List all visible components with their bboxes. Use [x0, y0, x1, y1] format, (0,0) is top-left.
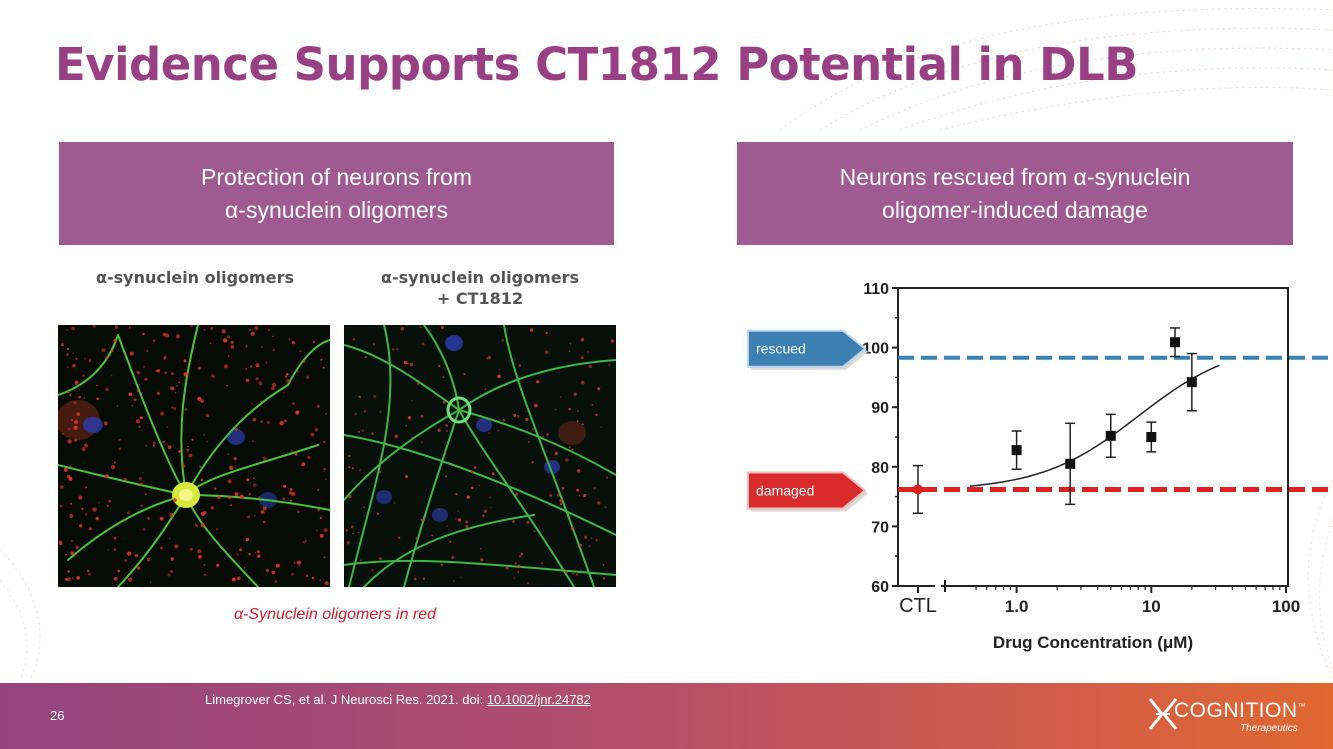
- y-tick-label: 90: [871, 400, 889, 417]
- logo-trademark: ™: [1297, 702, 1306, 711]
- micrograph-oligomers-ct1812: [344, 325, 616, 587]
- y-tick-label: 70: [871, 519, 889, 536]
- logo-subtitle: Therapeutics: [1240, 723, 1298, 734]
- caption-oligomers-ct1812: α-synuclein oligomers + CT1812: [355, 268, 605, 308]
- damaged-callout-arrow: [747, 471, 867, 510]
- footer-bar: [0, 683, 1333, 749]
- x-tick-label: CTL: [899, 595, 937, 617]
- data-point: [1011, 445, 1022, 456]
- left-panel-header-line1: Protection of neurons from: [200, 163, 473, 190]
- left-panel-header: Protection of neurons from α-synuclein o…: [59, 142, 614, 245]
- y-tick-label: 80: [871, 460, 889, 477]
- logo-name-text: COGNITION: [1174, 699, 1298, 722]
- data-point: [1170, 337, 1181, 348]
- cognition-x-mark-icon: [1148, 698, 1178, 730]
- left-panel-header-line2: α-synuclein oligomers: [225, 196, 448, 223]
- right-panel-header-line1: Neurons rescued from α-synuclein: [839, 163, 1191, 190]
- y-tick-label: 110: [863, 281, 889, 298]
- citation-doi-link[interactable]: 10.1002/jnr.24782: [486, 692, 591, 707]
- x-axis-label: Drug Concentration (μM): [993, 633, 1193, 652]
- page-number: 26: [50, 708, 65, 723]
- damaged-callout-label: damaged: [756, 482, 814, 498]
- data-point: [1146, 432, 1157, 442]
- rescued-callout-label: rescued: [756, 341, 806, 357]
- right-panel-header-line2: oligomer-induced damage: [882, 196, 1148, 223]
- slide-title: Evidence Supports CT1812 Potential in DL…: [55, 38, 1139, 91]
- y-tick-label: 60: [871, 579, 889, 596]
- data-point: [1186, 377, 1197, 388]
- cognition-logo: COGNITION™ Therapeutics: [1148, 697, 1318, 737]
- caption-oligomers-ct1812-line1: α-synuclein oligomers: [381, 268, 579, 287]
- micrograph-legend-note: α-Synuclein oligomers in red: [233, 606, 437, 623]
- x-tick-label: 1.0: [1005, 597, 1029, 616]
- caption-oligomers: α-synuclein oligomers: [96, 268, 294, 287]
- x-tick-label: 10: [1142, 597, 1161, 616]
- caption-oligomers-ct1812-line2: + CT1812: [436, 289, 524, 308]
- y-tick-label: 100: [862, 341, 889, 358]
- right-panel-header: Neurons rescued from α-synuclein oligome…: [737, 142, 1293, 245]
- logo-wordmark: COGNITION™: [1174, 699, 1306, 723]
- data-point: [1105, 430, 1116, 441]
- x-tick-label: 100: [1272, 597, 1300, 616]
- decorative-dot-pattern-top: [779, 7, 1333, 130]
- micrograph-oligomers: [58, 325, 330, 587]
- plot-frame: [897, 287, 1289, 587]
- ctl-data-point: [913, 484, 923, 495]
- axis-break-gap: [935, 584, 941, 588]
- decorative-dot-pattern-left: [0, 549, 41, 680]
- data-point: [1065, 458, 1076, 469]
- dose-response-chart: 60 70 80 90 100 110 CTL 1.0 10 100 Drug Concentrat…: [747, 281, 1333, 652]
- decorative-dot-pattern-right: [1307, 480, 1333, 680]
- fit-curve: [969, 364, 1220, 487]
- citation-text: Limegrover CS, et al. J Neurosci Res. 20…: [205, 692, 487, 707]
- citation: Limegrover CS, et al. J Neurosci Res. 20…: [205, 692, 591, 707]
- rescued-callout-arrow: [747, 329, 867, 368]
